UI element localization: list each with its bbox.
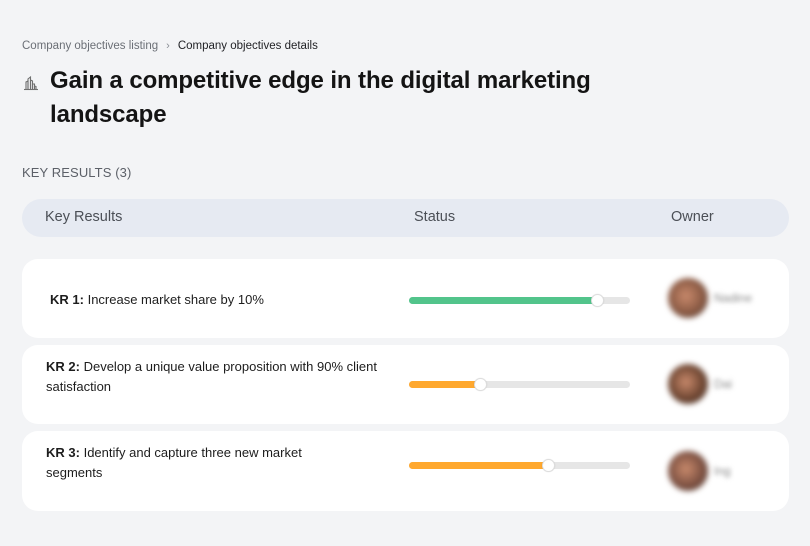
key-result-description: Identify and capture three new market se… [46,445,302,480]
key-result-description: Increase market share by 10% [87,292,264,307]
breadcrumb-link-objectives-listing[interactable]: Company objectives listing [22,40,159,52]
owner-name: Dai [714,377,733,391]
owner[interactable]: Nadine [668,278,752,318]
owner-name: Nadine [714,291,753,305]
column-header-status: Status [414,209,456,225]
progress-handle [542,459,556,472]
page-title: Gain a competitive edge in the digital m… [50,67,591,128]
buildings-icon [22,74,40,92]
breadcrumb-current: Company objectives details [177,40,318,52]
key-result-row[interactable]: KR 1: Increase market share by 10% Nadin… [22,259,789,338]
owner[interactable]: Dai [668,364,732,404]
avatar [668,451,708,491]
column-header-key-results: Key Results [45,209,123,225]
chevron-right-icon: › [166,40,170,52]
progress-bar [409,378,630,391]
key-result-prefix: KR 2: [46,359,80,374]
owner-name: Ing [714,464,731,478]
progress-bar [409,294,630,307]
key-result-description: Develop a unique value proposition with … [46,359,377,394]
column-header-owner: Owner [671,209,714,225]
progress-handle [473,378,487,391]
objective-header: Gain a competitive edge in the digital m… [22,64,642,132]
key-result-text: KR 1: Increase market share by 10% [50,290,390,310]
progress-fill [409,462,549,469]
owner[interactable]: Ing [668,451,731,491]
avatar [668,364,708,404]
key-result-row[interactable]: KR 3: Identify and capture three new mar… [22,431,789,511]
table-header: Key Results Status Owner [22,199,789,237]
key-result-prefix: KR 1: [50,292,84,307]
key-result-prefix: KR 3: [46,445,80,460]
key-result-text: KR 2: Develop a unique value proposition… [46,357,386,397]
progress-bar [409,459,630,472]
avatar [668,278,708,318]
key-result-text: KR 3: Identify and capture three new mar… [46,443,346,483]
progress-fill [409,297,597,304]
key-results-count-label: KEY RESULTS (3) [22,165,132,180]
progress-handle [590,294,604,307]
breadcrumb: Company objectives listing › Company obj… [22,40,318,52]
key-result-row[interactable]: KR 2: Develop a unique value proposition… [22,345,789,424]
progress-fill [409,381,480,388]
